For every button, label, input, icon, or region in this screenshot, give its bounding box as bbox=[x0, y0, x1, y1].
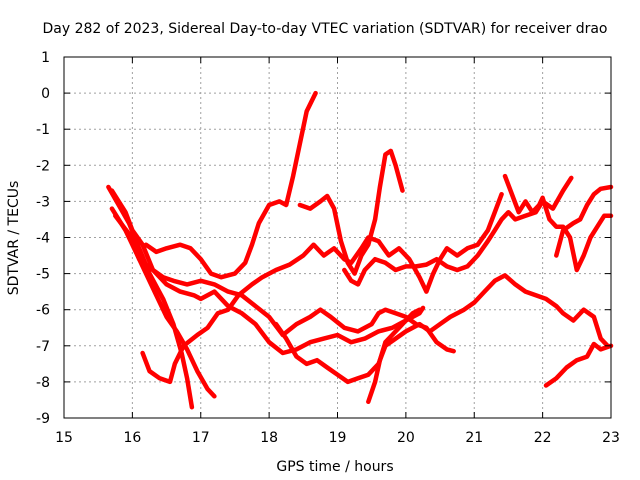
series-s12-trace bbox=[543, 341, 614, 388]
grid bbox=[64, 57, 611, 418]
series-s8-trace bbox=[297, 148, 405, 276]
series-s7-trace bbox=[273, 273, 610, 385]
x-axis-label: GPS time / hours bbox=[276, 459, 393, 475]
x-tick-label: 23 bbox=[602, 430, 620, 446]
series-s5-trace bbox=[143, 90, 318, 280]
y-tick-label: -6 bbox=[36, 303, 50, 319]
y-tick-label: -4 bbox=[36, 231, 50, 247]
x-tick-label: 21 bbox=[465, 430, 483, 446]
x-tick-label: 22 bbox=[534, 430, 552, 446]
y-tick-label: -3 bbox=[36, 194, 50, 210]
y-tick-label: -8 bbox=[36, 375, 50, 391]
series-s11-trace bbox=[502, 173, 614, 273]
series-s13-trace bbox=[554, 184, 614, 258]
x-tick-label: 16 bbox=[123, 430, 141, 446]
y-tick-label: -2 bbox=[36, 158, 50, 174]
data-traces bbox=[106, 90, 614, 410]
series-s10-trace bbox=[366, 307, 422, 405]
x-tick-label: 19 bbox=[329, 430, 347, 446]
y-tick-label: -9 bbox=[36, 411, 50, 427]
axis-ticks: 15 16 17 18 19 20 21 22 23 1 0 -1 -2 -3 -4 -5 -6 -7 -8 -9 bbox=[36, 50, 620, 446]
x-tick-label: 18 bbox=[260, 430, 278, 446]
y-tick-label: -5 bbox=[36, 267, 50, 283]
x-tick-label: 15 bbox=[55, 430, 73, 446]
y-axis-label: SDTVAR / TECUs bbox=[6, 181, 22, 296]
y-tick-label: -7 bbox=[36, 339, 50, 355]
y-tick-label: 0 bbox=[41, 86, 50, 102]
y-tick-label: -1 bbox=[36, 122, 50, 138]
x-tick-label: 20 bbox=[397, 430, 415, 446]
chart-title: Day 282 of 2023, Sidereal Day-to-day VTE… bbox=[42, 21, 607, 37]
series-s6-trace bbox=[140, 191, 504, 385]
y-tick-label: 1 bbox=[41, 50, 50, 66]
x-tick-label: 17 bbox=[192, 430, 210, 446]
